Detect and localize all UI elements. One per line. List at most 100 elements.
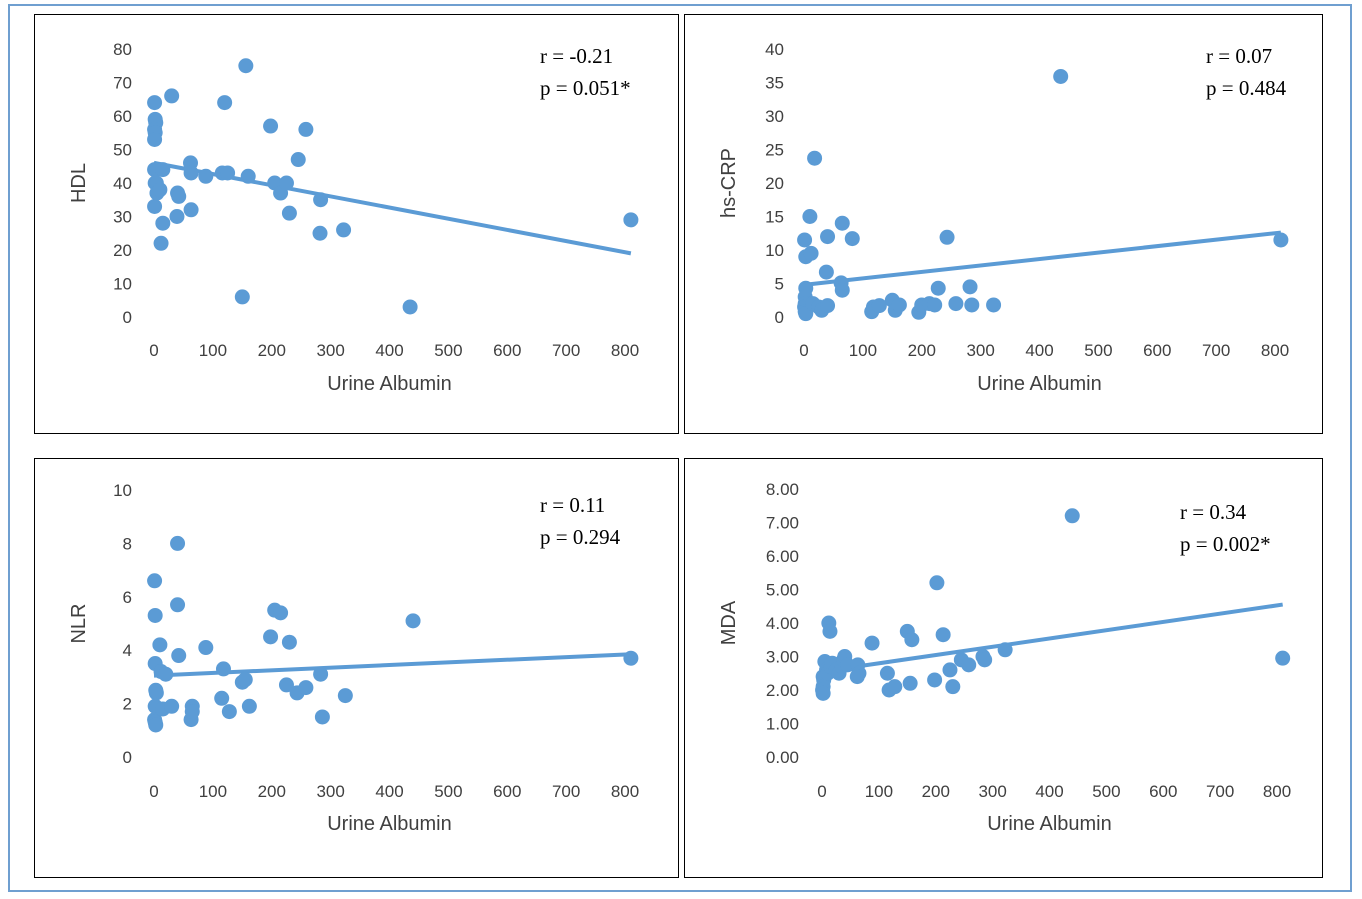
- data-point: [153, 235, 169, 251]
- y-tick-label: 20: [113, 241, 132, 260]
- data-point: [170, 535, 186, 551]
- y-tick-label: 2.00: [766, 681, 799, 700]
- data-point: [238, 58, 254, 74]
- data-point: [336, 222, 352, 238]
- data-point: [171, 648, 187, 664]
- y-tick-label: 5: [775, 275, 784, 294]
- data-point: [935, 627, 951, 643]
- x-tick-label: 300: [966, 341, 994, 360]
- data-point: [871, 298, 887, 314]
- data-point: [263, 118, 279, 134]
- data-point: [198, 640, 214, 656]
- data-point: [221, 704, 237, 720]
- data-point: [879, 665, 895, 681]
- y-tick-label: 4.00: [766, 614, 799, 633]
- data-point: [147, 95, 163, 111]
- data-point: [220, 165, 236, 181]
- data-point: [623, 212, 639, 228]
- y-tick-label: 0.00: [766, 748, 799, 767]
- x-tick-label: 800: [611, 782, 639, 801]
- data-point: [402, 299, 418, 315]
- x-tick-label: 100: [849, 341, 877, 360]
- x-tick-label: 0: [149, 341, 158, 360]
- correlation-r-label: r = 0.07: [1206, 44, 1273, 68]
- data-point: [290, 152, 306, 168]
- correlation-r-label: r = -0.21: [540, 44, 614, 68]
- data-point: [152, 182, 168, 198]
- data-point: [815, 685, 831, 701]
- x-axis-label: Urine Albumin: [327, 373, 452, 395]
- data-point: [170, 597, 186, 613]
- data-point: [281, 634, 297, 650]
- y-tick-label: 0: [123, 748, 132, 767]
- x-tick-label: 100: [199, 341, 227, 360]
- x-tick-label: 0: [817, 782, 826, 801]
- x-tick-label: 0: [799, 341, 808, 360]
- data-point: [217, 95, 233, 111]
- data-point: [820, 229, 836, 245]
- data-point: [929, 575, 945, 591]
- x-tick-label: 500: [1084, 341, 1112, 360]
- data-point: [887, 679, 903, 695]
- y-tick-label: 4: [123, 641, 132, 660]
- y-tick-label: 8.00: [766, 480, 799, 499]
- y-axis-label: MDA: [718, 600, 740, 645]
- data-point: [807, 150, 823, 166]
- y-axis-label: hs-CRP: [718, 148, 740, 218]
- data-point: [164, 698, 180, 714]
- data-point: [147, 607, 163, 623]
- data-point: [948, 296, 964, 312]
- y-tick-label: 2: [123, 695, 132, 714]
- data-point: [278, 175, 294, 191]
- scatter-chart-mda: 0.00 1.00 2.00 3.00 4.00 5.00 6.00 7.00 8.00 0 100…: [718, 480, 1291, 835]
- y-tick-label: 6.00: [766, 547, 799, 566]
- data-point: [278, 677, 294, 693]
- correlation-p-label: p = 0.484: [1206, 76, 1287, 100]
- data-point: [864, 635, 880, 651]
- data-point: [820, 298, 836, 314]
- data-point: [263, 629, 279, 645]
- panel-mda: 0.00 1.00 2.00 3.00 4.00 5.00 6.00 7.00 8.00 0 100…: [684, 458, 1323, 878]
- x-tick-label: 600: [493, 782, 521, 801]
- data-point: [241, 698, 257, 714]
- data-point: [215, 661, 231, 677]
- data-point: [986, 297, 1002, 313]
- data-point: [148, 717, 164, 733]
- y-tick-label: 15: [765, 208, 784, 227]
- correlation-p-label: p = 0.294: [540, 525, 621, 549]
- x-tick-label: 600: [1149, 782, 1177, 801]
- data-point: [797, 232, 813, 248]
- data-point: [337, 688, 353, 704]
- x-tick-label: 600: [1143, 341, 1171, 360]
- data-point: [298, 121, 314, 137]
- data-point: [927, 672, 943, 688]
- data-point: [834, 215, 850, 231]
- data-point: [183, 165, 199, 181]
- x-tick-label: 700: [1206, 782, 1234, 801]
- y-tick-label: 5.00: [766, 581, 799, 600]
- data-point: [802, 209, 818, 224]
- data-point: [147, 573, 163, 589]
- x-tick-label: 300: [316, 782, 344, 801]
- data-point: [961, 657, 977, 673]
- data-point: [152, 637, 168, 653]
- data-point: [1275, 650, 1291, 666]
- data-point: [273, 605, 289, 621]
- y-tick-label: 70: [113, 74, 132, 93]
- data-point: [237, 672, 253, 688]
- data-point: [904, 632, 920, 648]
- y-tick-label: 7.00: [766, 514, 799, 533]
- x-tick-label: 400: [1035, 782, 1063, 801]
- data-point: [405, 613, 421, 629]
- data-point: [313, 192, 329, 208]
- data-point: [183, 202, 199, 218]
- data-point: [822, 623, 838, 639]
- data-point: [834, 282, 850, 298]
- data-point: [962, 279, 978, 295]
- data-point: [234, 289, 250, 305]
- data-point: [214, 690, 230, 706]
- data-point: [184, 704, 200, 720]
- data-point: [155, 162, 171, 178]
- x-tick-label: 800: [1261, 341, 1289, 360]
